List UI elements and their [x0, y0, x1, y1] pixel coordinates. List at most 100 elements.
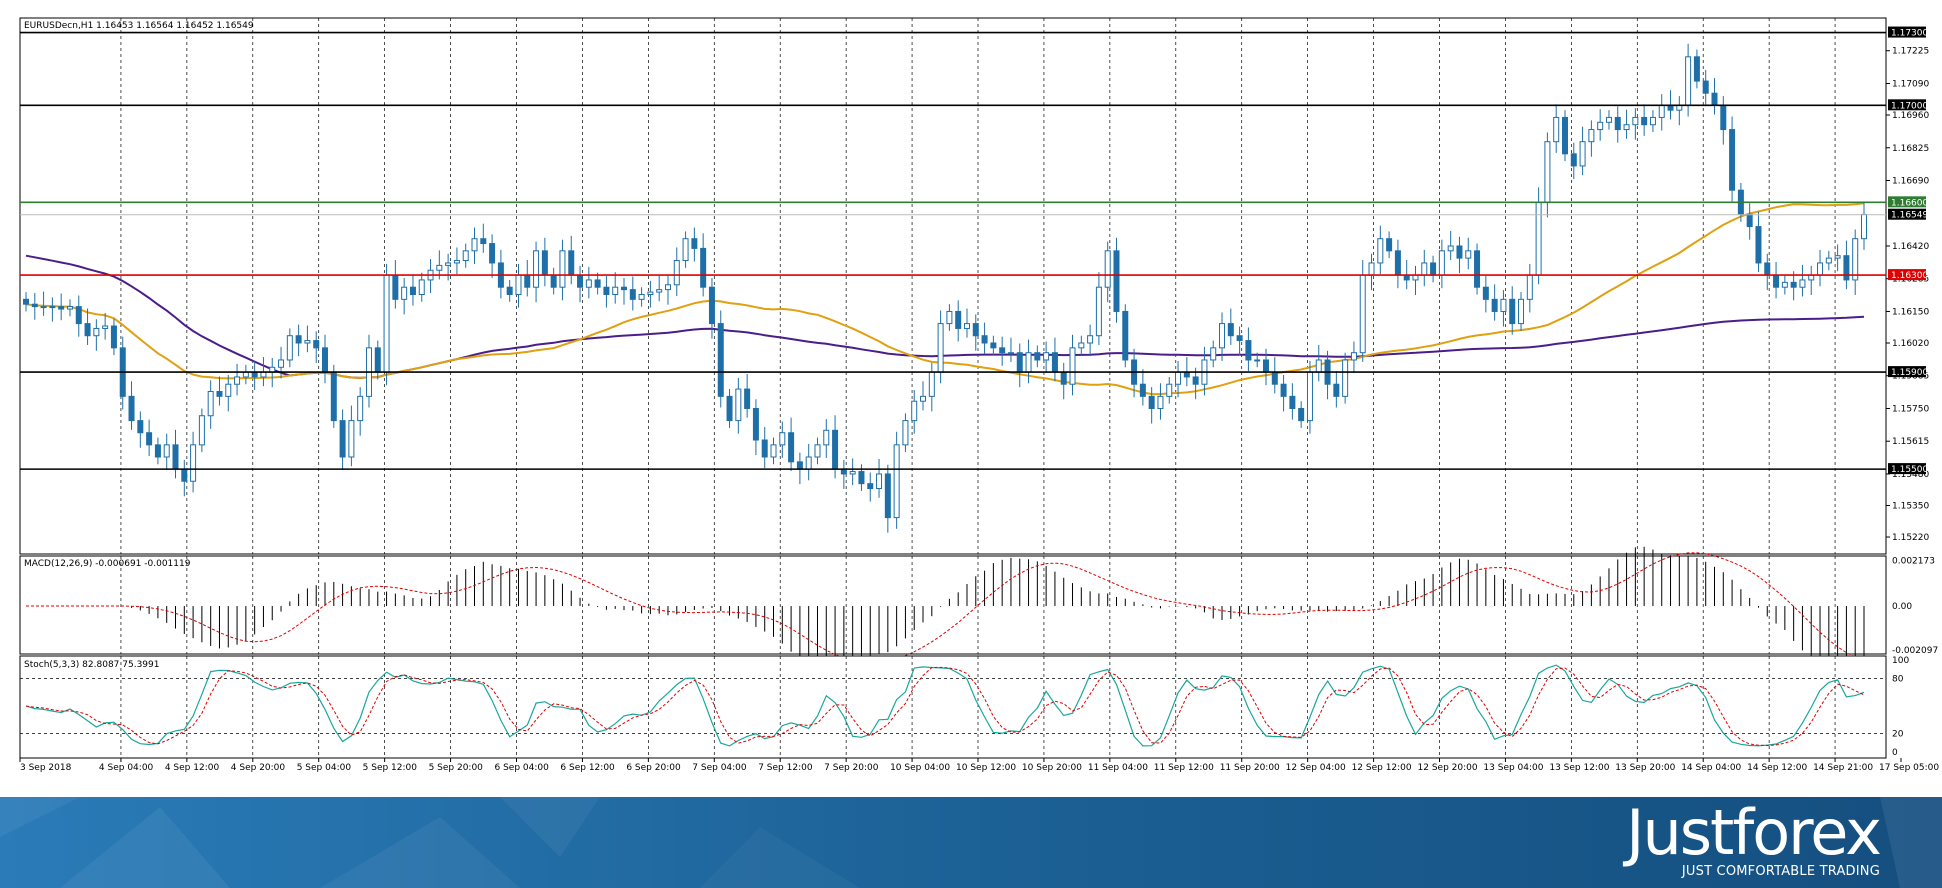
x-tick-label: 7 Sep 04:00 — [692, 763, 747, 773]
candle-body — [401, 286, 408, 300]
candle-body — [1518, 298, 1525, 325]
price-panel-title: EURUSDecn,H1 1.16453 1.16564 1.16452 1.1… — [24, 21, 254, 31]
candle-body — [1658, 104, 1665, 118]
candle-body — [1729, 129, 1736, 191]
stoch-y-tick-label: 0 — [1892, 748, 1898, 758]
candle-body — [1482, 286, 1489, 300]
candle-body — [462, 250, 469, 262]
candle-body — [1087, 335, 1094, 344]
candle-body — [796, 461, 803, 470]
candle-body — [436, 264, 443, 271]
candle-body — [849, 471, 856, 475]
x-tick-label: 14 Sep 12:00 — [1747, 763, 1807, 773]
candle-body — [515, 274, 522, 295]
candle-body — [392, 274, 399, 300]
x-tick-label: 3 Sep 2018 — [20, 763, 72, 773]
candle-body — [1755, 226, 1762, 264]
y-tick-label: 1.15220 — [1892, 533, 1929, 543]
level-price-tag — [1888, 269, 1926, 281]
level-price-tag — [1888, 26, 1926, 38]
candle-body — [691, 238, 698, 249]
candle-body — [1060, 371, 1067, 385]
candle-body — [1386, 238, 1393, 252]
candle-body — [1166, 383, 1173, 397]
candle-body — [1509, 298, 1516, 325]
candle-body — [1280, 383, 1287, 397]
stoch-y-tick-label: 80 — [1892, 674, 1904, 684]
candle-body — [1685, 56, 1692, 106]
candle-body — [1034, 352, 1041, 361]
candle-body — [1025, 352, 1032, 373]
candle-body — [533, 250, 540, 288]
candle-body — [708, 286, 715, 325]
candle-body — [920, 395, 927, 402]
candle-body — [972, 323, 979, 337]
candle-body — [1421, 262, 1428, 276]
candle-body — [981, 335, 988, 344]
candle-body — [1254, 359, 1261, 362]
candle-body — [1588, 129, 1595, 143]
candle-body — [172, 444, 179, 470]
candle-body — [84, 323, 91, 337]
y-tick-label: 1.16825 — [1892, 144, 1929, 154]
candle-body — [146, 432, 153, 446]
level-price-tag — [1888, 196, 1926, 208]
candle-body — [673, 260, 680, 286]
stoch-panel-title: Stoch(5,3,3) 82.8087 75.3991 — [24, 660, 159, 670]
candle-body — [1781, 281, 1788, 288]
candle-body — [198, 415, 205, 446]
stoch-y-tick-label: 100 — [1892, 656, 1909, 666]
macd-signal-line — [26, 552, 1865, 665]
candle-body — [1764, 262, 1771, 276]
candle-body — [735, 388, 742, 422]
candle-body — [1438, 250, 1445, 276]
candle-body — [445, 262, 452, 266]
candle-body — [559, 250, 566, 288]
candle-body — [1632, 116, 1639, 126]
x-tick-label: 4 Sep 12:00 — [165, 763, 220, 773]
candle-body — [1122, 310, 1129, 361]
x-tick-label: 12 Sep 20:00 — [1418, 763, 1478, 773]
candle-body — [286, 335, 293, 361]
stoch-signal-line — [25, 666, 1865, 747]
candle-body — [1368, 262, 1375, 276]
candle-body — [128, 395, 135, 422]
candle-body — [1852, 238, 1859, 281]
y-tick-label: 1.15480 — [1892, 470, 1929, 480]
level-price-label: 1.17300 — [1891, 29, 1928, 39]
candle-body — [313, 340, 320, 349]
candle-body — [216, 391, 223, 397]
candle-body — [1500, 298, 1507, 312]
candle-body — [1720, 104, 1727, 131]
candle-body — [471, 238, 478, 252]
x-tick-label: 17 Sep 05:00 — [1879, 763, 1939, 773]
candle-body — [893, 444, 900, 519]
x-tick-label: 5 Sep 04:00 — [297, 763, 352, 773]
candle-body — [1790, 281, 1797, 288]
level-price-label: 1.15900 — [1891, 368, 1928, 378]
candle-body — [1623, 124, 1630, 131]
candle-body — [568, 250, 575, 276]
candle-body — [1306, 371, 1313, 422]
candle-body — [1210, 347, 1217, 361]
candle-body — [93, 327, 100, 337]
candle-body — [550, 274, 557, 288]
candle-body — [884, 473, 891, 519]
candle-body — [1447, 245, 1454, 252]
candle-body — [700, 247, 707, 288]
x-tick-label: 4 Sep 04:00 — [99, 763, 154, 773]
candle-body — [717, 323, 724, 397]
candle-body — [295, 335, 302, 344]
candle-body — [603, 286, 610, 295]
candle-body — [1227, 323, 1234, 337]
y-tick-label: 1.15350 — [1892, 501, 1929, 511]
brand-tagline: JUST COMFORTABLE TRADING — [1681, 864, 1880, 879]
candle-body — [1271, 371, 1278, 385]
x-tick-label: 13 Sep 12:00 — [1549, 763, 1609, 773]
candle-body — [66, 306, 73, 310]
candle-body — [1262, 359, 1269, 373]
candle-body — [937, 323, 944, 373]
candle-body — [1350, 352, 1357, 361]
y-tick-label: 1.16150 — [1892, 307, 1929, 317]
candle-body — [304, 340, 311, 344]
